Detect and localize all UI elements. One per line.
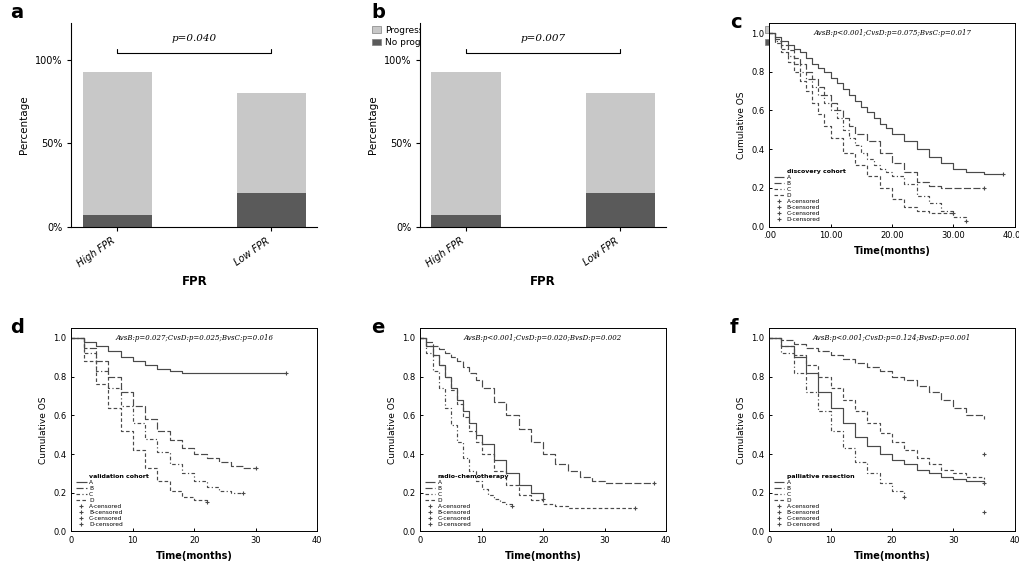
Bar xyxy=(585,93,654,227)
Bar xyxy=(83,215,152,227)
Bar xyxy=(83,72,152,227)
X-axis label: Time(months): Time(months) xyxy=(853,246,929,256)
Legend: palliative resection, A, B, C, D, A-censored, B-censored, C-censored, D-censored: palliative resection, A, B, C, D, A-cens… xyxy=(771,472,855,529)
Text: p=0.007: p=0.007 xyxy=(520,33,566,43)
Text: b: b xyxy=(371,3,384,22)
Bar xyxy=(236,93,306,227)
Y-axis label: Percentage: Percentage xyxy=(368,96,378,154)
Bar xyxy=(585,193,654,227)
Y-axis label: Cumulative OS: Cumulative OS xyxy=(736,396,745,464)
Y-axis label: Cumulative OS: Cumulative OS xyxy=(387,396,396,464)
Bar xyxy=(236,193,306,227)
Legend: radio-chemotherapy, A, B, C, D, A-censored, B-censored, C-censored, D-censored: radio-chemotherapy, A, B, C, D, A-censor… xyxy=(423,472,511,529)
Text: a: a xyxy=(10,3,23,22)
X-axis label: Time(months): Time(months) xyxy=(853,551,929,561)
Legend: validation cohort, A, B, C, D, A-censored, B-censored, C-censored, D-censored: validation cohort, A, B, C, D, A-censore… xyxy=(74,472,151,529)
Text: d: d xyxy=(10,318,23,337)
Text: AvsB:p<0.001;CvsD:p=0.020;BvsD:p=0.002: AvsB:p<0.001;CvsD:p=0.020;BvsD:p=0.002 xyxy=(464,334,622,342)
Y-axis label: Percentage: Percentage xyxy=(19,96,30,154)
Y-axis label: Cumulative OS: Cumulative OS xyxy=(39,396,48,464)
Legend: Dead, Alive: Dead, Alive xyxy=(762,24,803,49)
Text: f: f xyxy=(730,318,738,337)
X-axis label: FPR: FPR xyxy=(181,274,207,287)
Text: AvsB:p=0.027;CvsD:p=0.025;BvsC:p=0.016: AvsB:p=0.027;CvsD:p=0.025;BvsC:p=0.016 xyxy=(115,334,273,342)
Bar xyxy=(431,215,500,227)
Bar xyxy=(431,72,500,227)
X-axis label: Time(months): Time(months) xyxy=(156,551,232,561)
X-axis label: FPR: FPR xyxy=(530,274,555,287)
Text: AvsB:p<0.001;CvsD:p=0.075;BvsC:p=0.017: AvsB:p<0.001;CvsD:p=0.075;BvsC:p=0.017 xyxy=(812,29,970,37)
Text: c: c xyxy=(730,13,741,32)
Text: AvsB:p<0.001;CvsD:p=0.124;BvsD:p=0.001: AvsB:p<0.001;CvsD:p=0.124;BvsD:p=0.001 xyxy=(812,334,970,342)
Text: e: e xyxy=(371,318,384,337)
Y-axis label: Cumulative OS: Cumulative OS xyxy=(736,91,745,159)
X-axis label: Time(months): Time(months) xyxy=(504,551,581,561)
Legend: Progression, No progression: Progression, No progression xyxy=(370,24,454,49)
Legend: discovery cohort, A, B, C, D, A-censored, B-censored, C-censored, D-censored: discovery cohort, A, B, C, D, A-censored… xyxy=(771,168,847,224)
Text: p=0.040: p=0.040 xyxy=(171,33,217,43)
